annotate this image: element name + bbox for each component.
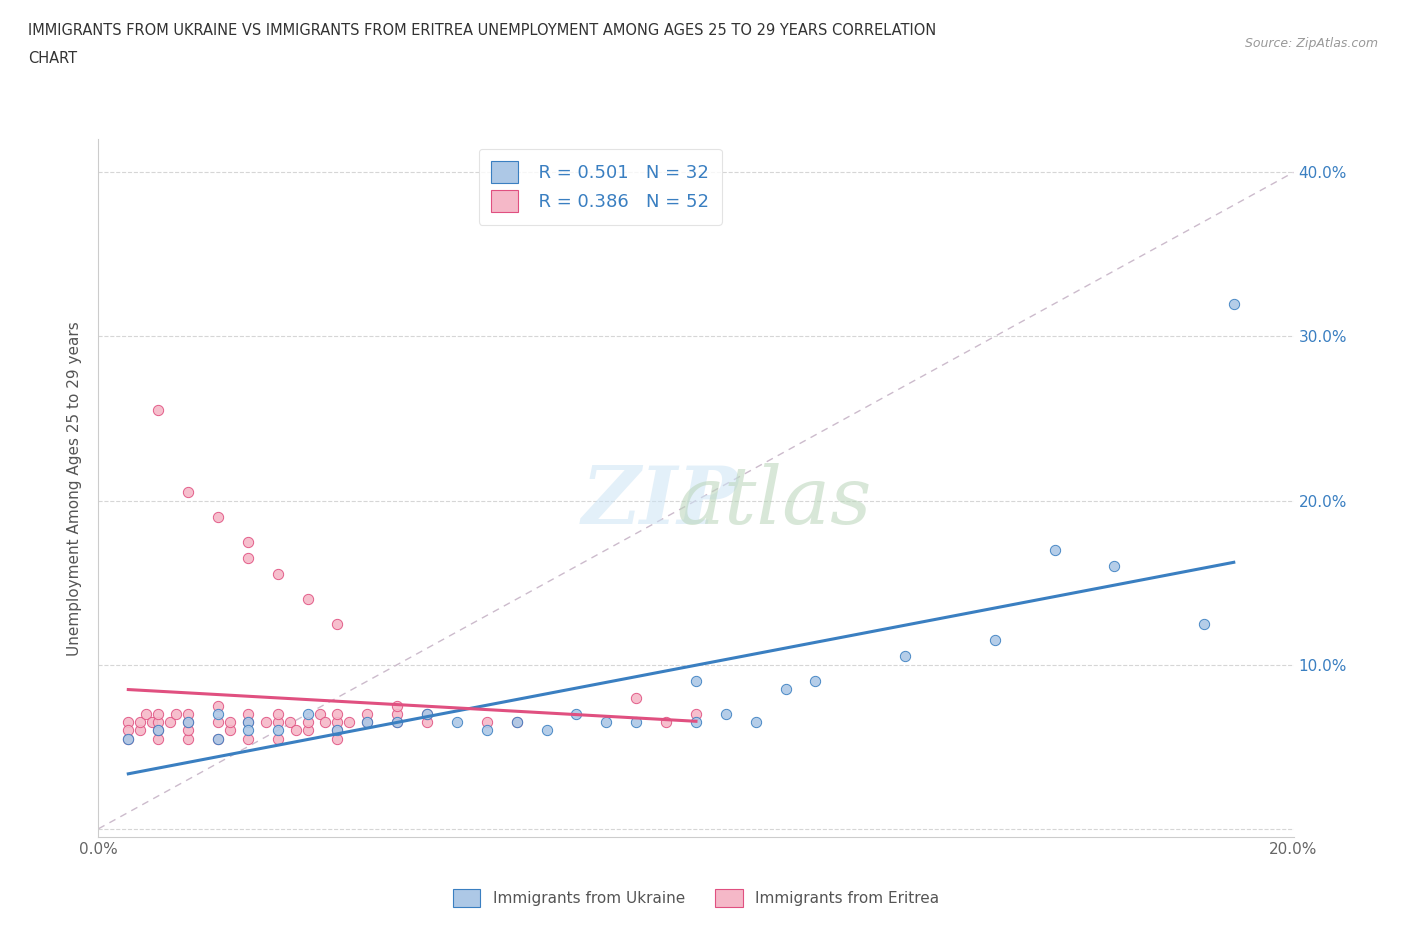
Point	[356, 714, 378, 729]
Point	[894, 649, 917, 664]
Point	[339, 714, 360, 729]
Text: Source: ZipAtlas.com: Source: ZipAtlas.com	[1244, 37, 1378, 50]
Point	[141, 714, 163, 729]
Point	[267, 723, 290, 737]
Point	[177, 714, 200, 729]
Point	[1043, 542, 1066, 557]
Point	[267, 567, 290, 582]
Point	[236, 714, 259, 729]
Point	[177, 714, 200, 729]
Point	[416, 714, 439, 729]
Point	[284, 723, 307, 737]
Point	[416, 707, 439, 722]
Point	[267, 707, 290, 722]
Point	[236, 534, 259, 549]
Point	[356, 714, 378, 729]
Point	[148, 403, 170, 418]
Point	[416, 707, 439, 722]
Point	[207, 510, 229, 525]
Point	[267, 714, 290, 729]
Point	[148, 723, 170, 737]
Point	[148, 707, 170, 722]
Point	[326, 723, 349, 737]
Point	[219, 723, 242, 737]
Point	[385, 714, 409, 729]
Point	[446, 714, 468, 729]
Point	[297, 707, 319, 722]
Point	[315, 714, 337, 729]
Point	[267, 731, 290, 746]
Point	[129, 714, 152, 729]
Point	[685, 707, 707, 722]
Point	[565, 707, 588, 722]
Text: ZIP: ZIP	[582, 463, 738, 541]
Point	[129, 723, 152, 737]
Point	[506, 714, 529, 729]
Point	[1192, 617, 1215, 631]
Point	[745, 714, 768, 729]
Point	[207, 731, 229, 746]
Point	[506, 714, 529, 729]
Point	[297, 591, 319, 606]
Point	[984, 632, 1007, 647]
Point	[254, 714, 277, 729]
Point	[685, 714, 707, 729]
Point	[326, 731, 349, 746]
Y-axis label: Unemployment Among Ages 25 to 29 years: Unemployment Among Ages 25 to 29 years	[67, 321, 83, 656]
Point	[475, 723, 498, 737]
Point	[117, 714, 139, 729]
Point	[207, 707, 229, 722]
Point	[356, 707, 378, 722]
Point	[148, 731, 170, 746]
Text: CHART: CHART	[28, 51, 77, 66]
Point	[148, 723, 170, 737]
Point	[385, 714, 409, 729]
Point	[236, 551, 259, 565]
Point	[219, 714, 242, 729]
Point	[207, 714, 229, 729]
Point	[595, 714, 617, 729]
Point	[177, 707, 200, 722]
Point	[177, 723, 200, 737]
Point	[236, 707, 259, 722]
Point	[236, 714, 259, 729]
Point	[297, 714, 319, 729]
Point	[685, 673, 707, 688]
Point	[1223, 296, 1246, 311]
Point	[385, 707, 409, 722]
Legend: Immigrants from Ukraine, Immigrants from Eritrea: Immigrants from Ukraine, Immigrants from…	[447, 884, 945, 913]
Point	[207, 698, 229, 713]
Point	[236, 723, 259, 737]
Point	[385, 698, 409, 713]
Point	[117, 731, 139, 746]
Point	[804, 673, 827, 688]
Point	[326, 707, 349, 722]
Point	[278, 714, 301, 729]
Point	[308, 707, 330, 722]
Point	[177, 731, 200, 746]
Point	[714, 707, 737, 722]
Point	[775, 682, 797, 697]
Point	[236, 731, 259, 746]
Point	[326, 723, 349, 737]
Point	[1104, 559, 1126, 574]
Point	[207, 731, 229, 746]
Point	[117, 731, 139, 746]
Point	[117, 723, 139, 737]
Point	[177, 485, 200, 499]
Point	[626, 714, 648, 729]
Point	[148, 714, 170, 729]
Point	[536, 723, 558, 737]
Text: atlas: atlas	[676, 463, 872, 541]
Point	[297, 723, 319, 737]
Point	[626, 690, 648, 705]
Point	[475, 714, 498, 729]
Point	[159, 714, 181, 729]
Point	[326, 714, 349, 729]
Text: IMMIGRANTS FROM UKRAINE VS IMMIGRANTS FROM ERITREA UNEMPLOYMENT AMONG AGES 25 TO: IMMIGRANTS FROM UKRAINE VS IMMIGRANTS FR…	[28, 23, 936, 38]
Point	[655, 714, 678, 729]
Point	[135, 707, 157, 722]
Point	[165, 707, 187, 722]
Point	[326, 617, 349, 631]
